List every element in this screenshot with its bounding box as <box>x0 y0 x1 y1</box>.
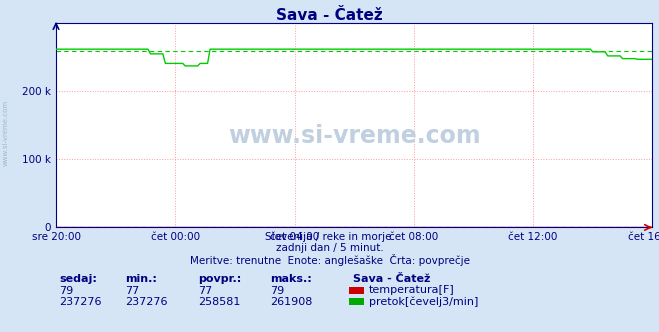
Text: Slovenija / reke in morje.: Slovenija / reke in morje. <box>264 232 395 242</box>
Text: Meritve: trenutne  Enote: anglešaške  Črta: povprečje: Meritve: trenutne Enote: anglešaške Črta… <box>190 254 469 266</box>
Text: 79: 79 <box>270 286 285 295</box>
Text: pretok[čevelj3/min]: pretok[čevelj3/min] <box>369 296 478 307</box>
Text: 77: 77 <box>125 286 140 295</box>
Text: temperatura[F]: temperatura[F] <box>369 285 455 295</box>
Text: www.si-vreme.com: www.si-vreme.com <box>228 124 480 147</box>
Text: 237276: 237276 <box>59 297 101 307</box>
Text: www.si-vreme.com: www.si-vreme.com <box>2 100 9 166</box>
Text: 79: 79 <box>59 286 74 295</box>
Text: Sava - Čatež: Sava - Čatež <box>276 8 383 23</box>
Text: 237276: 237276 <box>125 297 167 307</box>
Text: Sava - Čatež: Sava - Čatež <box>353 274 430 284</box>
Text: maks.:: maks.: <box>270 274 312 284</box>
Text: 77: 77 <box>198 286 212 295</box>
Text: povpr.:: povpr.: <box>198 274 241 284</box>
Text: 258581: 258581 <box>198 297 240 307</box>
Text: 261908: 261908 <box>270 297 312 307</box>
Text: min.:: min.: <box>125 274 157 284</box>
Text: zadnji dan / 5 minut.: zadnji dan / 5 minut. <box>275 243 384 253</box>
Text: sedaj:: sedaj: <box>59 274 97 284</box>
